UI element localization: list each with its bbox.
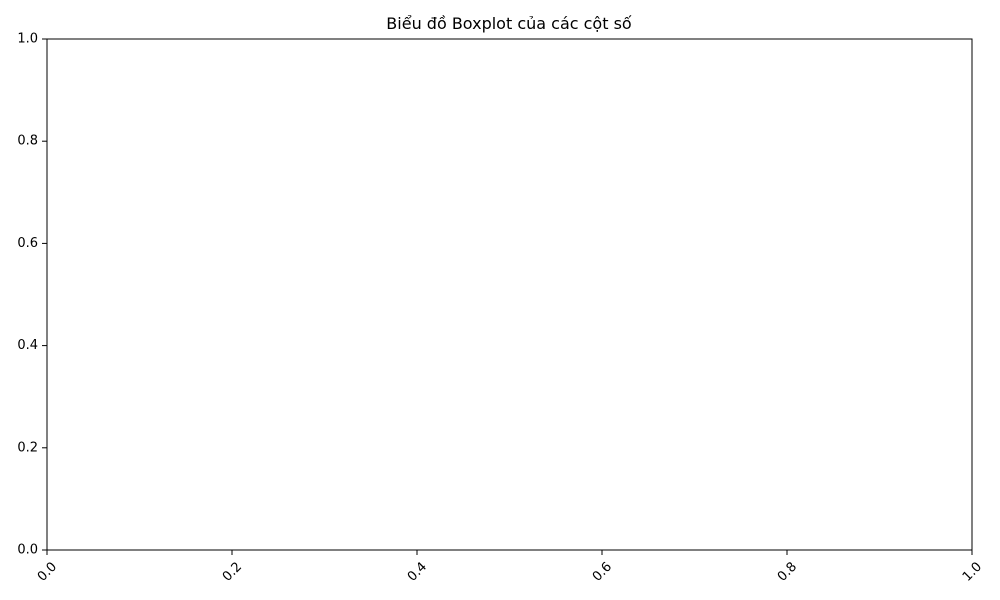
x-tick-label: 0.0 [35,559,60,584]
y-tick-label: 0.6 [17,236,38,251]
x-tick-label: 0.2 [220,559,245,584]
y-tick-label: 0.2 [17,440,38,455]
y-tick-label: 0.8 [17,134,38,149]
plot-area [46,38,973,551]
x-tick-label: 1.0 [960,559,985,584]
y-tick-label: 1.0 [17,32,38,47]
y-tick-label: 0.0 [17,543,38,558]
x-tick-label: 0.8 [775,559,800,584]
x-tick-label: 0.4 [405,559,430,584]
chart-title: Biểu đồ Boxplot của các cột số [386,14,632,33]
x-tick-label: 0.6 [590,559,615,584]
y-tick-label: 0.4 [17,338,38,353]
x-axis-ticks: 0.0 0.2 0.4 0.6 0.8 1.0 [35,550,985,585]
y-axis-ticks: 0.0 0.2 0.4 0.6 0.8 1.0 [17,32,47,558]
